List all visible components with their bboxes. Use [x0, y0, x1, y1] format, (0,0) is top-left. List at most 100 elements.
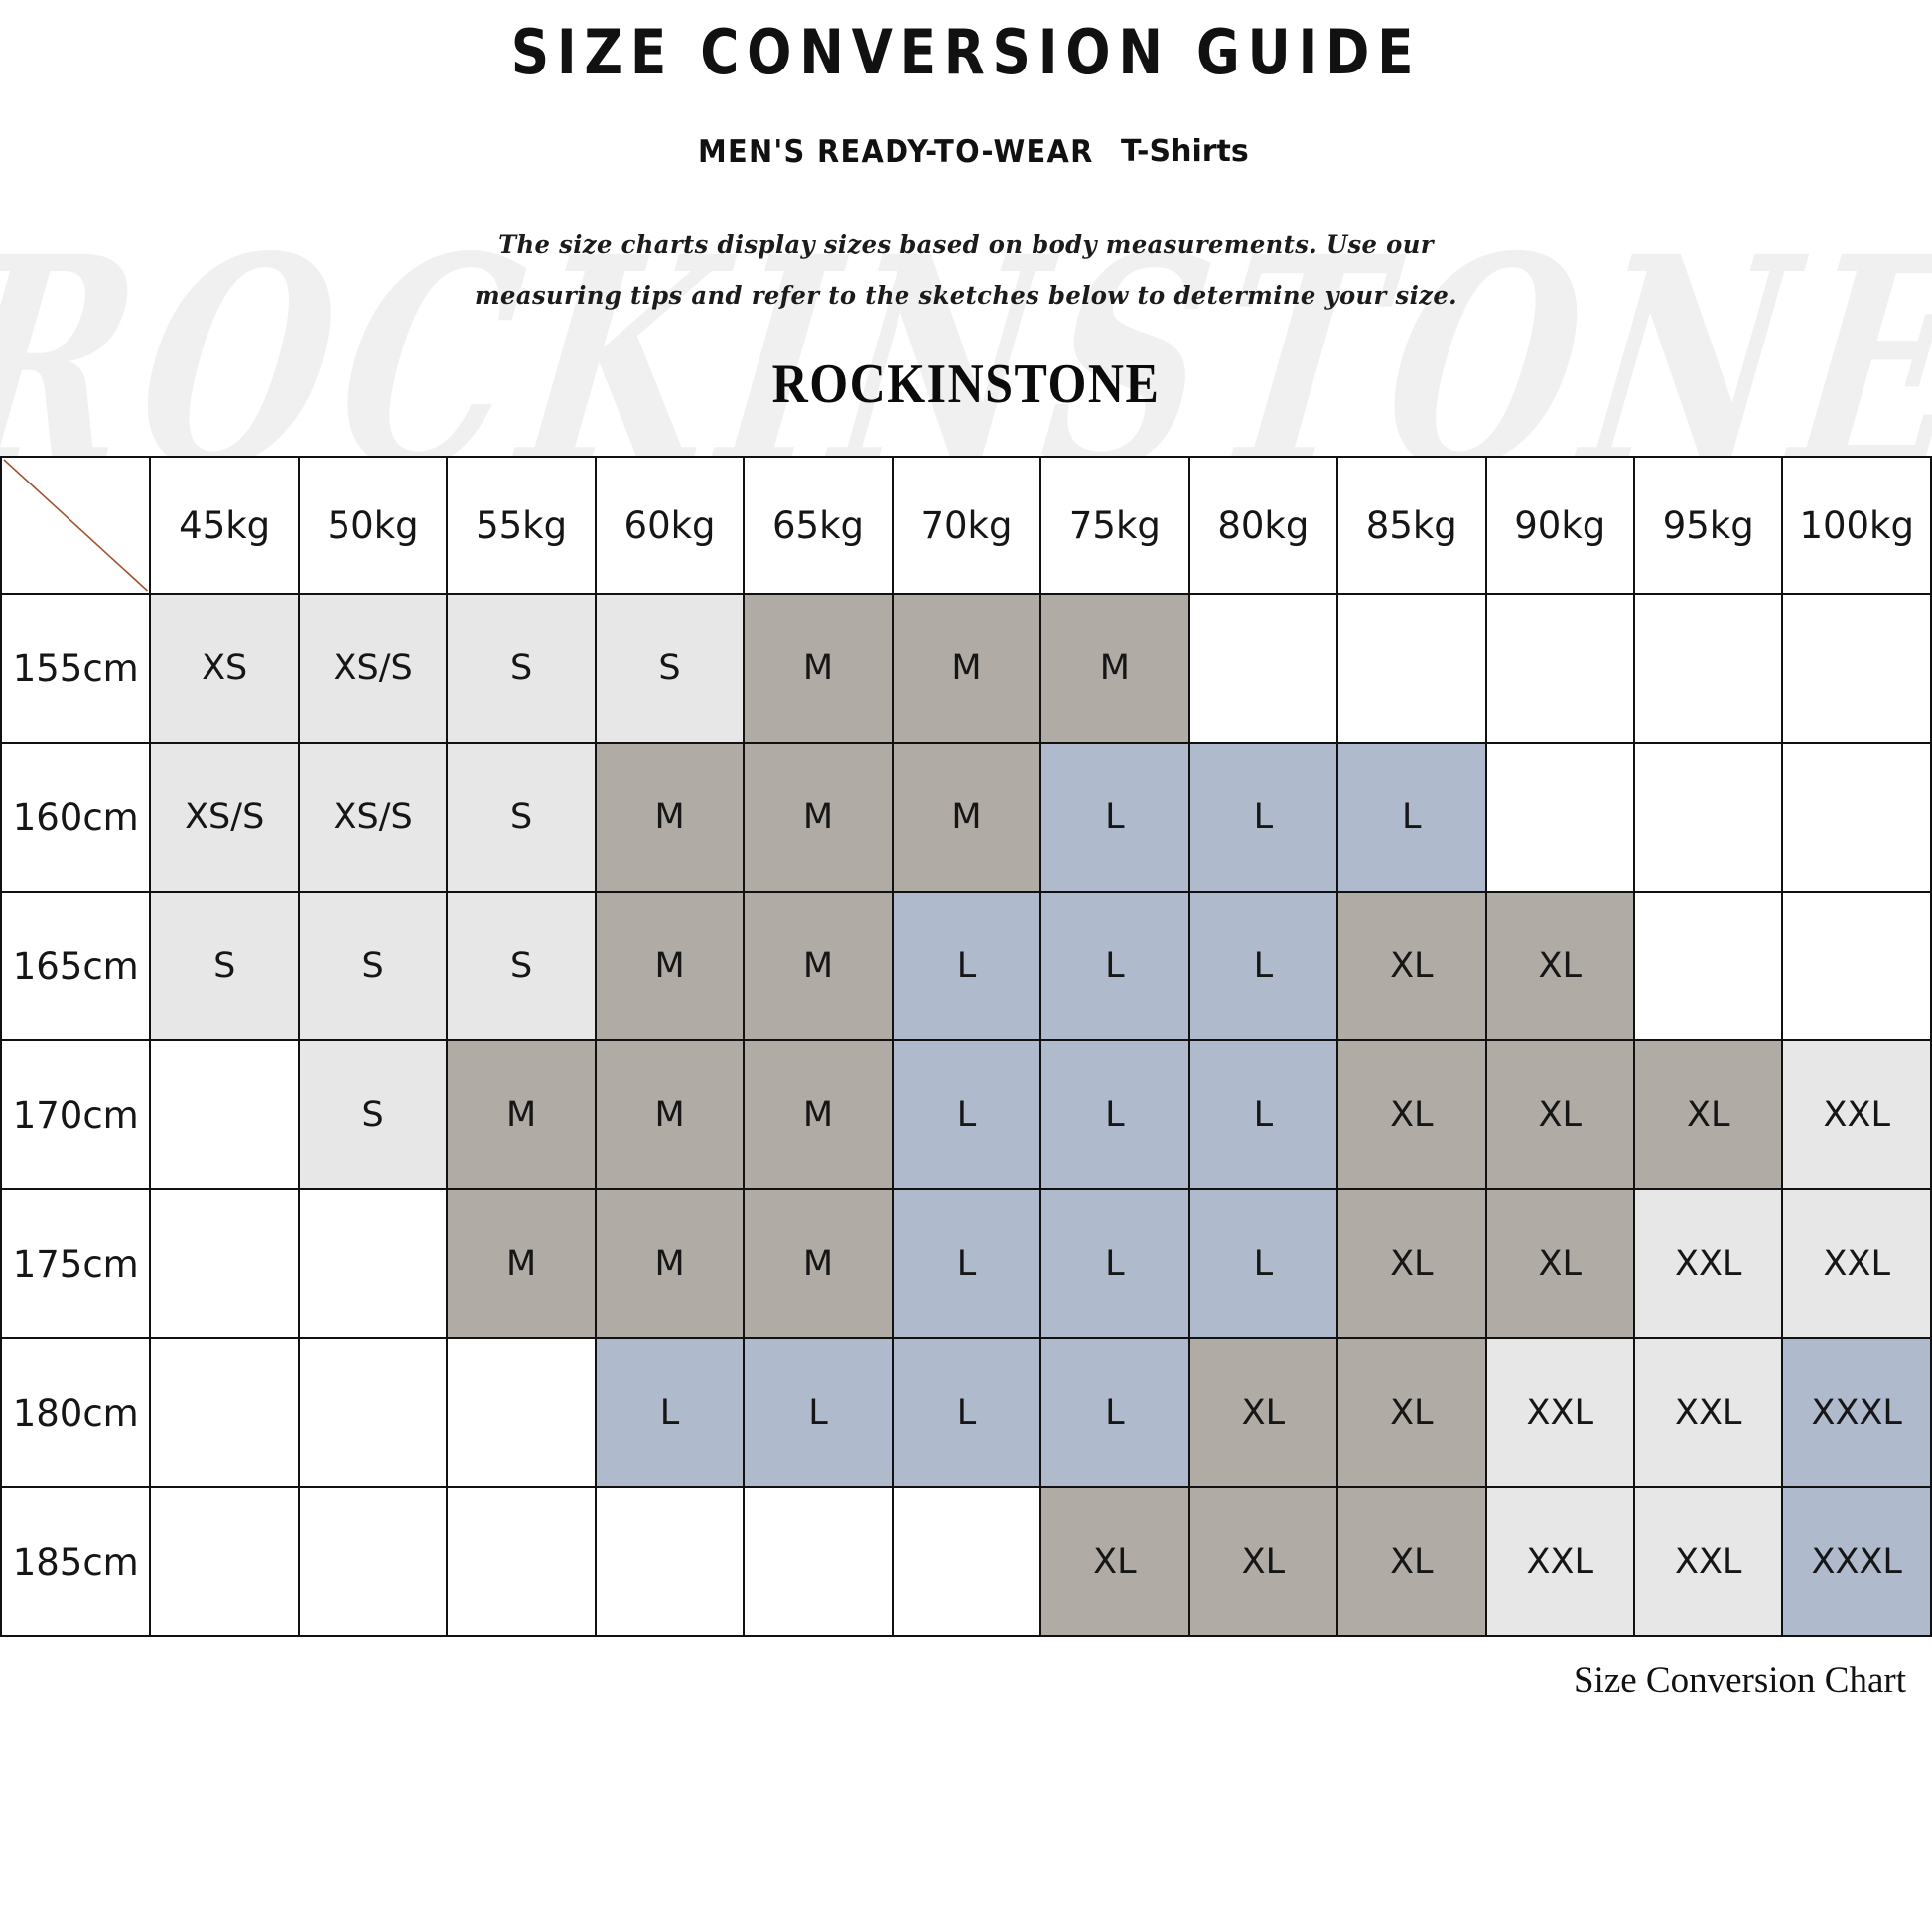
size-cell: L [891, 891, 1042, 1041]
size-cell: M [446, 1188, 597, 1339]
size-cell [149, 1039, 300, 1190]
size-cell: M [1039, 593, 1190, 744]
row-header-height: 180cm [0, 1337, 152, 1488]
size-cell: M [594, 742, 746, 893]
size-cell: M [891, 742, 1042, 893]
size-cell [1632, 742, 1784, 893]
size-cell: XXL [1632, 1337, 1784, 1488]
subtitle-row: MEN'S READY-TO-WEAR T-Shirts [0, 133, 1932, 170]
size-cell: XS/S [297, 742, 449, 893]
size-cell [594, 1486, 746, 1637]
size-cell: XL [1484, 1039, 1635, 1190]
size-cell: M [594, 1188, 746, 1339]
subtitle-garment: T-Shirts [1120, 134, 1249, 169]
size-cell: L [891, 1337, 1042, 1488]
column-header-weight: 50kg [297, 456, 449, 595]
size-cell: L [1039, 891, 1190, 1041]
size-cell: XL [1632, 1039, 1784, 1190]
column-header-weight: 70kg [891, 456, 1042, 595]
size-cell [149, 1337, 300, 1488]
size-cell: L [1187, 742, 1339, 893]
size-cell: XS [149, 593, 300, 744]
table-row: 180cm L L L L XL XL XXL XXL XXXL [0, 1337, 1932, 1488]
size-cell: L [1187, 891, 1339, 1041]
size-cell: M [743, 891, 894, 1041]
size-cell: L [1039, 742, 1190, 893]
column-header-weight: 95kg [1632, 456, 1784, 595]
size-cell: XL [1484, 1188, 1635, 1339]
size-cell: XL [1187, 1486, 1339, 1637]
size-cell [446, 1486, 597, 1637]
size-cell [1187, 593, 1339, 744]
size-cell: L [594, 1337, 746, 1488]
size-cell [743, 1486, 894, 1637]
size-cell [446, 1337, 597, 1488]
size-cell: XL [1336, 1337, 1487, 1488]
size-cell: L [891, 1039, 1042, 1190]
size-cell: M [743, 1188, 894, 1339]
column-header-weight: 65kg [743, 456, 894, 595]
size-cell: XL [1187, 1337, 1339, 1488]
column-header-weight: 75kg [1039, 456, 1190, 595]
size-cell: XL [1039, 1486, 1190, 1637]
column-header-weight: 100kg [1781, 456, 1932, 595]
size-cell [149, 1188, 300, 1339]
size-cell: XXXL [1781, 1486, 1932, 1637]
size-cell [1484, 742, 1635, 893]
size-cell: L [1187, 1039, 1339, 1190]
page-title: SIZE CONVERSION GUIDE [510, 16, 1422, 88]
size-cell: M [446, 1039, 597, 1190]
size-cell: S [446, 891, 597, 1041]
size-cell: XXL [1484, 1486, 1635, 1637]
row-header-height: 175cm [0, 1188, 152, 1339]
size-cell: M [891, 593, 1042, 744]
column-header-weight: 60kg [594, 456, 746, 595]
size-cell: M [743, 593, 894, 744]
size-cell: XL [1336, 891, 1487, 1041]
size-cell: L [1187, 1188, 1339, 1339]
size-cell [1781, 891, 1932, 1041]
document-header: SIZE CONVERSION GUIDE MEN'S READY-TO-WEA… [0, 0, 1932, 414]
size-cell: S [297, 1039, 449, 1190]
size-cell [1632, 891, 1784, 1041]
intro-paragraph: The size charts display sizes based on b… [475, 229, 1457, 310]
size-cell [149, 1486, 300, 1637]
size-cell [1632, 593, 1784, 744]
size-cell: L [1336, 742, 1487, 893]
size-cell: M [743, 742, 894, 893]
size-cell: XL [1336, 1486, 1487, 1637]
size-cell: XXL [1632, 1486, 1784, 1637]
size-cell: XL [1336, 1188, 1487, 1339]
size-cell: S [297, 891, 449, 1041]
table-row: 160cm XS/S XS/S S M M M L L L [0, 742, 1932, 893]
size-cell: L [1039, 1039, 1190, 1190]
diagonal-divider-icon [3, 459, 149, 592]
size-cell [1781, 593, 1932, 744]
figure-caption: Size Conversion Chart [1573, 1660, 1906, 1701]
subtitle-category: MEN'S READY-TO-WEAR [698, 133, 1094, 170]
size-cell: XXL [1484, 1337, 1635, 1488]
size-cell [891, 1486, 1042, 1637]
size-cell: L [891, 1188, 1042, 1339]
size-cell [1781, 742, 1932, 893]
size-cell: XL [1484, 891, 1635, 1041]
row-header-height: 160cm [0, 742, 152, 893]
size-cell: XS/S [297, 593, 449, 744]
size-table-container: 45kg 50kg 55kg 60kg 65kg 70kg 75kg 80kg 85kg 90kg… [0, 456, 1932, 1637]
table-row: 175cm M M M L L L XL XL XXL XXL [0, 1188, 1932, 1339]
size-cell: M [594, 1039, 746, 1190]
table-corner-cell [0, 456, 152, 595]
table-header-row: 45kg 50kg 55kg 60kg 65kg 70kg 75kg 80kg 85kg 90kg… [0, 456, 1932, 595]
size-cell: S [446, 593, 597, 744]
size-cell: S [149, 891, 300, 1041]
size-cell [297, 1188, 449, 1339]
row-header-height: 170cm [0, 1039, 152, 1190]
row-header-height: 165cm [0, 891, 152, 1041]
size-conversion-table: 45kg 50kg 55kg 60kg 65kg 70kg 75kg 80kg 85kg 90kg… [0, 456, 1932, 1637]
column-header-weight: 90kg [1484, 456, 1635, 595]
table-row: 170cm S M M M L L L XL XL XL XXL [0, 1039, 1932, 1190]
column-header-weight: 80kg [1187, 456, 1339, 595]
table-row: 155cm XS XS/S S S M M M [0, 593, 1932, 744]
size-cell [1484, 593, 1635, 744]
size-cell: XXL [1781, 1039, 1932, 1190]
